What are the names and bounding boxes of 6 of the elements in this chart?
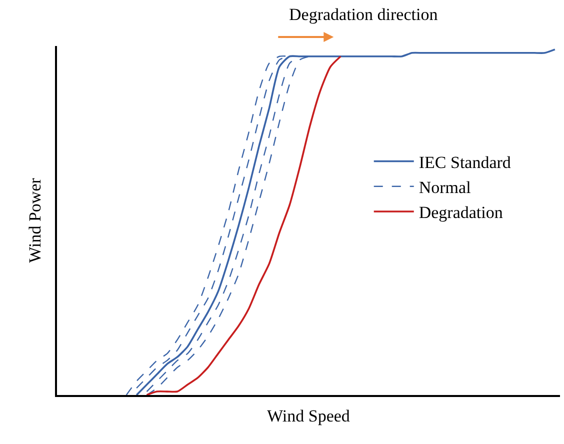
y-axis-title: Wind Power <box>25 178 44 263</box>
x-axis-title: Wind Speed <box>267 406 350 426</box>
legend-label: Normal <box>418 178 472 197</box>
text: Degradation direction <box>289 5 438 24</box>
legend-label: IEC Standard <box>418 152 512 172</box>
legend-label: Degradation <box>418 203 504 222</box>
